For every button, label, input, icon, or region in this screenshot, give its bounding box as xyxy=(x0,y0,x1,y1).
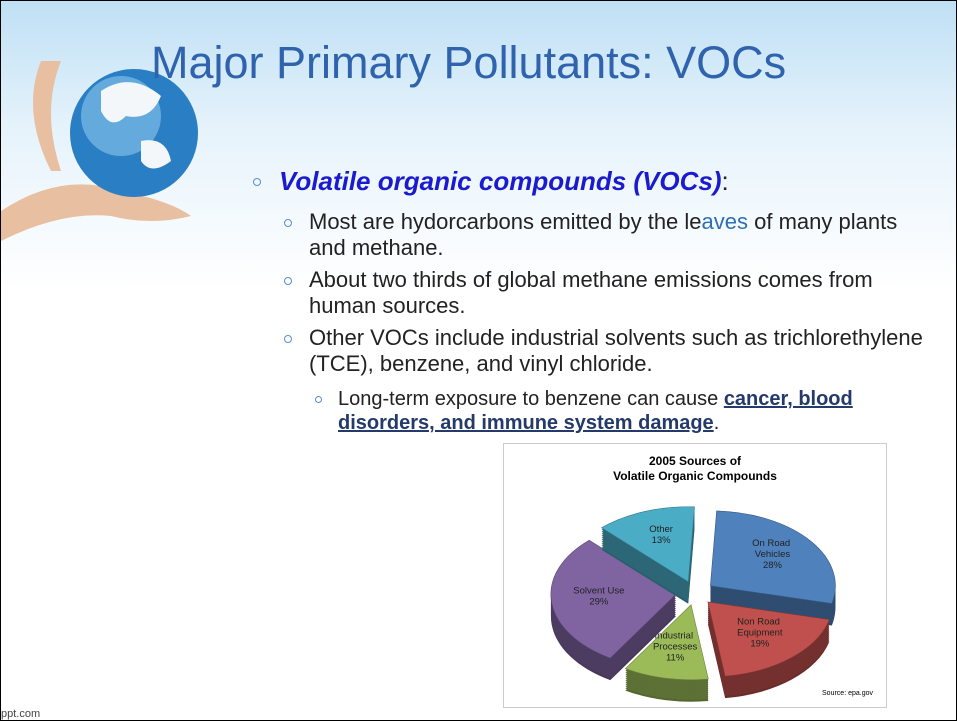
slice-label: On Road Vehicles xyxy=(752,538,793,560)
slice-value-label: 19% xyxy=(750,638,770,649)
slice-value-label: 29% xyxy=(589,596,609,607)
slide-title: Major Primary Pollutants: VOCs xyxy=(151,37,787,88)
bullet-text: aves xyxy=(701,209,749,234)
bullet: Long-term exposure to benzene can cause … xyxy=(315,387,928,435)
footer: ppt.com xyxy=(1,708,41,720)
slice-value-label: 28% xyxy=(763,560,783,571)
chart-title: Volatile Organic Compounds xyxy=(613,469,777,483)
chart-title: 2005 Sources of xyxy=(649,454,742,468)
slice-label: Industrial Processes xyxy=(653,630,698,652)
bullet: About two thirds of global methane emiss… xyxy=(284,267,939,319)
bullet: Other VOCs include industrial solvents s… xyxy=(284,325,939,377)
slice-value-label: 11% xyxy=(666,652,685,663)
bullet: Most are hydorcarbons emitted by the lea… xyxy=(284,209,939,261)
bullet: Volatile organic compounds (VOCs): xyxy=(253,166,919,197)
bullet-text: of many plants and methane. xyxy=(309,209,898,260)
bullet-text: . xyxy=(713,412,720,434)
slice-value-label: 13% xyxy=(652,535,672,546)
pie-slice xyxy=(707,601,830,699)
slice xyxy=(624,604,709,681)
pie-slice xyxy=(624,604,709,702)
slice xyxy=(600,506,695,583)
bullet-text: Volatile organic compounds (VOCs) xyxy=(279,166,722,196)
globe-hands xyxy=(1,61,198,241)
slice xyxy=(707,601,830,677)
slice-label: Solvent Use xyxy=(573,585,624,596)
bullet-text: Other VOCs include industrial solvents s… xyxy=(309,325,923,376)
slice xyxy=(550,539,677,659)
bullet-text: cancer, blood disorders, and immune syst… xyxy=(338,388,853,434)
pie-slice xyxy=(550,539,677,681)
pie-slice xyxy=(600,506,695,604)
chart-source: Source: epa.gov xyxy=(822,690,873,697)
slice xyxy=(710,510,836,604)
bullet-text: : xyxy=(721,166,729,196)
bullet-text: Long-term exposure to benzene can cause xyxy=(338,388,724,410)
bullet-text: Most are hydorcarbons emitted by the le xyxy=(309,209,702,234)
slice-label: Non Road Equipment xyxy=(737,616,783,638)
pie-slice xyxy=(710,510,836,626)
slice-label: Other xyxy=(649,524,673,535)
bullet-text: About two thirds of global methane emiss… xyxy=(309,267,873,318)
